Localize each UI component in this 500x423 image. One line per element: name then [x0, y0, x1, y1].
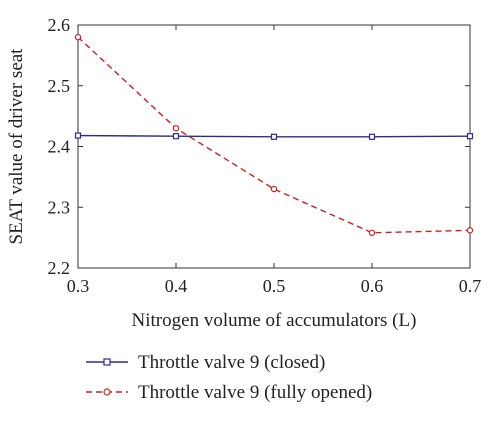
legend-entry: Throttle valve 9 (fully opened) — [86, 382, 372, 403]
y-tick-label: 2.5 — [48, 76, 71, 96]
x-axis-title: Nitrogen volume of accumulators (L) — [132, 310, 417, 331]
y-axis-title: SEAT value of driver seat — [6, 48, 27, 245]
legend: Throttle valve 9 (closed) Throttle valve … — [86, 352, 372, 403]
data-point — [172, 125, 180, 132]
x-tick-label: 0.4 — [165, 276, 188, 296]
x-axis: 0.3 0.4 0.5 0.6 0.7 — [67, 25, 482, 296]
legend-marker — [103, 388, 111, 396]
x-tick-label: 0.7 — [459, 276, 482, 296]
y-axis: 2.2 2.3 2.4 2.5 2.6 — [48, 15, 470, 278]
data-point — [466, 227, 474, 234]
series-layer — [74, 33, 474, 236]
legend-entry: Throttle valve 9 (closed) — [86, 352, 325, 373]
data-point — [466, 133, 474, 140]
x-tick-label: 0.6 — [361, 276, 384, 296]
data-point — [172, 133, 180, 140]
y-tick-label: 2.2 — [48, 258, 71, 278]
y-tick-label: 2.3 — [48, 197, 71, 217]
data-point — [74, 33, 82, 41]
data-point — [74, 132, 82, 139]
legend-marker — [103, 358, 111, 366]
data-point — [368, 229, 376, 236]
data-point — [270, 133, 278, 140]
y-tick-label: 2.4 — [48, 137, 71, 157]
y-tick-label: 2.6 — [48, 15, 71, 35]
legend-label: Throttle valve 9 (fully opened) — [138, 382, 372, 403]
x-tick-label: 0.5 — [263, 276, 286, 296]
x-tick-label: 0.3 — [67, 276, 90, 296]
legend-label: Throttle valve 9 (closed) — [138, 352, 325, 373]
data-point — [270, 185, 278, 193]
plot-area: 2.2 2.3 2.4 2.5 2.6 0.3 0.4 0.5 0.6 0.7 — [48, 15, 482, 296]
data-point — [368, 133, 376, 140]
